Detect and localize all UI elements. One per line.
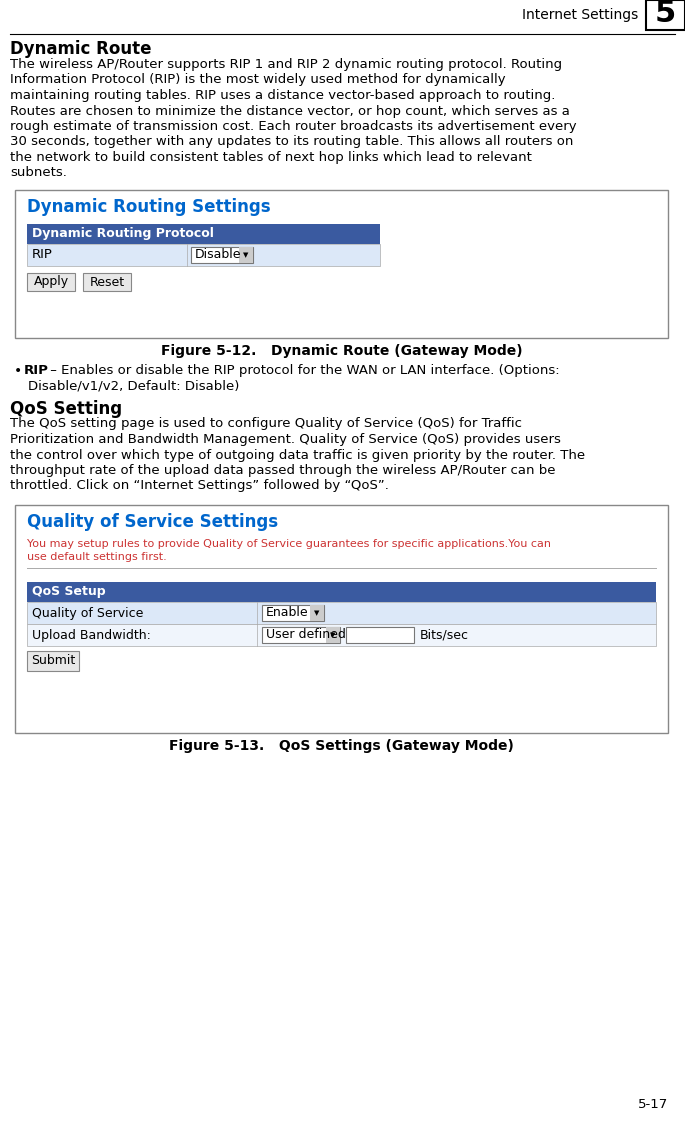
Bar bbox=[27, 273, 75, 291]
Text: QoS Setup: QoS Setup bbox=[32, 585, 105, 599]
Bar bbox=[15, 190, 668, 338]
Text: Internet Settings: Internet Settings bbox=[522, 8, 638, 22]
Text: Submit: Submit bbox=[31, 655, 75, 667]
Bar bbox=[27, 244, 380, 266]
Text: Dynamic Routing Protocol: Dynamic Routing Protocol bbox=[32, 228, 214, 240]
Bar bbox=[262, 605, 324, 621]
Text: Dynamic Routing Settings: Dynamic Routing Settings bbox=[27, 198, 271, 216]
Text: ▼: ▼ bbox=[243, 252, 249, 258]
Text: Disable: Disable bbox=[195, 248, 242, 262]
Text: •: • bbox=[14, 364, 22, 378]
Text: Upload Bandwidth:: Upload Bandwidth: bbox=[32, 629, 151, 641]
Text: the network to build consistent tables of next hop links which lead to relevant: the network to build consistent tables o… bbox=[10, 150, 532, 164]
Text: RIP: RIP bbox=[24, 364, 49, 377]
Bar bbox=[27, 223, 380, 244]
Bar bbox=[326, 627, 340, 643]
Text: QoS Setting: QoS Setting bbox=[10, 400, 122, 418]
Text: 30 seconds, together with any updates to its routing table. This allows all rout: 30 seconds, together with any updates to… bbox=[10, 136, 573, 148]
Text: RIP: RIP bbox=[32, 248, 53, 262]
Text: ▼: ▼ bbox=[314, 610, 320, 617]
Text: Bits/sec: Bits/sec bbox=[420, 629, 469, 641]
Bar bbox=[646, 0, 685, 30]
Text: Quality of Service: Quality of Service bbox=[32, 606, 143, 620]
Text: rough estimate of transmission cost. Each router broadcasts its advertisement ev: rough estimate of transmission cost. Eac… bbox=[10, 120, 577, 133]
Text: You may setup rules to provide Quality of Service guarantees for specific applic: You may setup rules to provide Quality o… bbox=[27, 539, 551, 549]
Text: Information Protocol (RIP) is the most widely used method for dynamically: Information Protocol (RIP) is the most w… bbox=[10, 73, 506, 86]
Text: throughput rate of the upload data passed through the wireless AP/Router can be: throughput rate of the upload data passe… bbox=[10, 464, 556, 477]
Text: Quality of Service Settings: Quality of Service Settings bbox=[27, 513, 278, 531]
Text: 5-17: 5-17 bbox=[638, 1098, 668, 1111]
Bar bbox=[262, 627, 340, 643]
Text: the control over which type of outgoing data traffic is given priority by the ro: the control over which type of outgoing … bbox=[10, 448, 585, 462]
Text: subnets.: subnets. bbox=[10, 166, 67, 180]
Text: Figure 5-12.   Dynamic Route (Gateway Mode): Figure 5-12. Dynamic Route (Gateway Mode… bbox=[161, 344, 522, 358]
Bar bbox=[346, 627, 414, 643]
Text: Figure 5-13.   QoS Settings (Gateway Mode): Figure 5-13. QoS Settings (Gateway Mode) bbox=[169, 739, 514, 754]
Bar bbox=[27, 602, 656, 624]
Text: Reset: Reset bbox=[90, 275, 125, 289]
Text: 5: 5 bbox=[655, 0, 676, 28]
Text: Prioritization and Bandwidth Management. Quality of Service (QoS) provides users: Prioritization and Bandwidth Management.… bbox=[10, 433, 561, 446]
Text: The wireless AP/Router supports RIP 1 and RIP 2 dynamic routing protocol. Routin: The wireless AP/Router supports RIP 1 an… bbox=[10, 58, 562, 71]
Text: – Enables or disable the RIP protocol for the WAN or LAN interface. (Options:: – Enables or disable the RIP protocol fo… bbox=[46, 364, 560, 377]
Text: Routes are chosen to minimize the distance vector, or hop count, which serves as: Routes are chosen to minimize the distan… bbox=[10, 104, 570, 118]
Text: maintaining routing tables. RIP uses a distance vector-based approach to routing: maintaining routing tables. RIP uses a d… bbox=[10, 89, 556, 102]
Text: Enable: Enable bbox=[266, 606, 309, 620]
Text: Apply: Apply bbox=[34, 275, 68, 289]
Bar bbox=[27, 624, 656, 646]
Text: The QoS setting page is used to configure Quality of Service (QoS) for Traffic: The QoS setting page is used to configur… bbox=[10, 418, 522, 430]
Text: throttled. Click on “Internet Settings” followed by “QoS”.: throttled. Click on “Internet Settings” … bbox=[10, 480, 389, 493]
Text: Dynamic Route: Dynamic Route bbox=[10, 40, 151, 58]
Bar bbox=[15, 505, 668, 733]
Text: User defined: User defined bbox=[266, 629, 346, 641]
Text: Disable/v1/v2, Default: Disable): Disable/v1/v2, Default: Disable) bbox=[28, 380, 239, 393]
Bar bbox=[310, 605, 324, 621]
Bar bbox=[27, 582, 656, 602]
Bar bbox=[191, 247, 253, 263]
Bar bbox=[83, 273, 131, 291]
Bar bbox=[239, 247, 253, 263]
Text: use default settings first.: use default settings first. bbox=[27, 553, 166, 562]
Text: ▼: ▼ bbox=[330, 632, 336, 638]
Bar bbox=[27, 651, 79, 672]
